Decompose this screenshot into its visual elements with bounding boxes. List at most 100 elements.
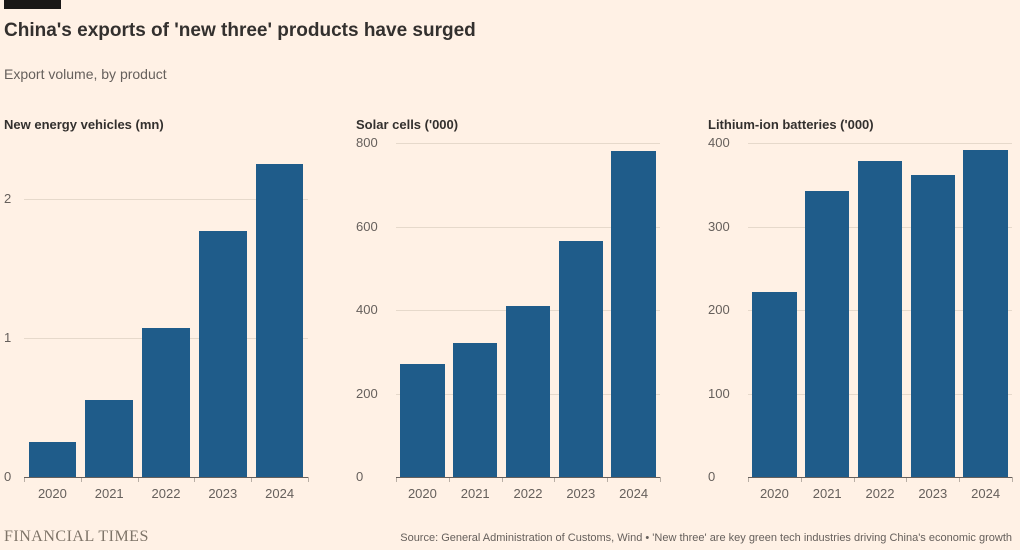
x-tick-mark (554, 477, 556, 482)
x-axis-labels: 2020 2021 2022 2023 2024 (396, 486, 660, 502)
x-tick-label: 2022 (513, 486, 543, 501)
bar-2022 (142, 328, 190, 477)
bar-cell (138, 143, 195, 477)
y-tick-label: 1 (4, 329, 12, 345)
bar-2020 (28, 442, 77, 477)
chart-title: New energy vehicles (mn) (4, 117, 164, 132)
y-tick-label: 0 (356, 469, 364, 484)
x-tick-mark (959, 477, 961, 482)
x-tick-mark (853, 477, 855, 482)
x-axis-ticks (748, 477, 1013, 482)
bar-cell (748, 143, 801, 477)
chart-plot-area: 0 100 200 300 400 (708, 136, 1012, 484)
x-tick-mark (501, 477, 503, 482)
x-tick-mark (24, 477, 25, 482)
bar-cell (607, 143, 660, 477)
bar-2020 (400, 364, 445, 477)
chart-solar-cells: Solar cells ('000) 0 200 400 600 800 2020 202… (356, 117, 661, 502)
x-axis-ticks (396, 477, 661, 482)
x-tick-mark (396, 477, 397, 482)
gridline (24, 198, 308, 200)
x-tick-mark (660, 477, 661, 482)
footer: FINANCIAL TIMES Source: General Administ… (4, 528, 1012, 546)
x-tick-label: 2023 (566, 486, 596, 501)
x-tick-label: 2024 (971, 486, 1001, 501)
bar-2024 (255, 163, 304, 477)
x-tick-label: 2024 (619, 486, 649, 501)
bar-cell (854, 143, 907, 477)
source-note: Source: General Administration of Custom… (400, 532, 1012, 544)
x-tick-label: 2020 (407, 486, 437, 501)
chart-lithium-ion-batteries: Lithium-ion batteries ('000) 0 100 200 300 4… (708, 117, 1013, 502)
bar-2024 (611, 151, 656, 477)
bar-cell (449, 143, 502, 477)
x-tick-mark (748, 477, 749, 482)
gridline (396, 143, 660, 144)
x-tick-mark (448, 477, 450, 482)
y-tick-label: 400 (356, 302, 378, 317)
y-tick-label: 300 (708, 218, 730, 234)
plot (396, 143, 660, 478)
x-axis-ticks (24, 477, 309, 482)
x-axis-baseline (24, 477, 308, 478)
bar-2023 (910, 174, 955, 477)
x-tick-label: 2023 (918, 486, 948, 501)
y-tick-label: 600 (356, 218, 378, 234)
plot (24, 143, 308, 478)
x-tick-mark (906, 477, 908, 482)
x-tick-mark (308, 477, 309, 482)
bar-2024 (963, 149, 1008, 477)
y-tick-label: 0 (708, 469, 716, 484)
chart-plot-area: 0 200 400 600 800 (356, 136, 660, 484)
y-tick-label: 0 (4, 469, 12, 484)
x-axis-labels: 2020 2021 2022 2023 2024 (24, 486, 308, 502)
bar-2021 (805, 191, 850, 477)
x-tick-label: 2021 (94, 486, 124, 501)
x-tick-label: 2022 (151, 486, 181, 501)
ft-logo: FINANCIAL TIMES (4, 528, 149, 545)
gridline (396, 226, 660, 228)
y-tick-label: 400 (708, 135, 730, 150)
bar-2022 (505, 305, 551, 477)
x-tick-label: 2023 (208, 486, 238, 501)
bar-cell (81, 143, 138, 477)
y-tick-label: 200 (356, 385, 378, 401)
x-tick-label: 2020 (37, 486, 67, 501)
bar-cell (194, 143, 251, 477)
x-tick-label: 2022 (865, 486, 895, 501)
x-axis-baseline (748, 477, 1012, 478)
x-axis-labels: 2020 2021 2022 2023 2024 (748, 486, 1012, 502)
gridline (748, 143, 1012, 144)
bar-cell (24, 143, 81, 477)
chart-title: Lithium-ion batteries ('000) (708, 117, 874, 132)
bar-2023 (198, 230, 247, 477)
bar-cell (502, 143, 555, 477)
page-title: China's exports of 'new three' products … (4, 20, 476, 41)
bar-cell (251, 143, 308, 477)
chart-title: Solar cells ('000) (356, 117, 459, 132)
bar-2021 (85, 400, 134, 477)
bar-cell (959, 143, 1012, 477)
x-tick-label: 2021 (812, 486, 842, 501)
y-tick-label: 200 (708, 302, 730, 317)
x-tick-mark (80, 477, 82, 482)
y-tick-label: 800 (356, 135, 378, 150)
x-tick-mark (137, 477, 139, 482)
plot (748, 143, 1012, 478)
ft-top-rule (4, 0, 61, 9)
bar-cell (396, 143, 449, 477)
bars (24, 143, 308, 477)
x-tick-mark (251, 477, 253, 482)
x-tick-mark (800, 477, 802, 482)
bars (396, 143, 660, 477)
bar-cell (801, 143, 854, 477)
x-axis-baseline (396, 477, 660, 478)
x-tick-mark (1012, 477, 1013, 482)
bar-2021 (453, 343, 498, 477)
page-subtitle: Export volume, by product (4, 66, 167, 82)
bar-cell (554, 143, 607, 477)
bars (748, 143, 1012, 477)
